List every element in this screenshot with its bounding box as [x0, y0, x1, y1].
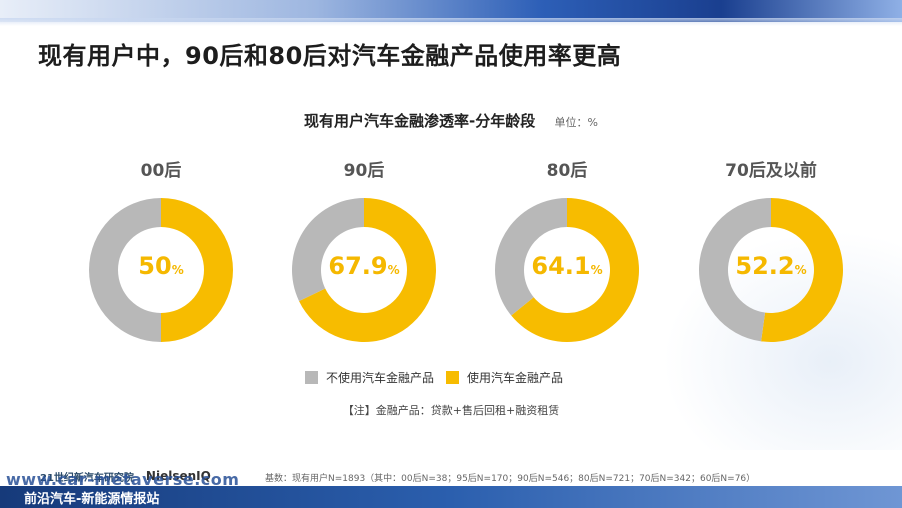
footnote: 【注】金融产品：贷款+售后回租+融资租赁: [342, 404, 560, 417]
age-label-80: 80后: [546, 161, 588, 181]
base-note: 基数：现有用户N=1893（其中：00后N=38；95后N=170；90后N=5…: [265, 474, 756, 484]
bottom-decor-band: [0, 486, 902, 508]
legend-label-not-used: 不使用汽车金融产品: [326, 371, 435, 385]
age-label-00: 00后: [140, 161, 182, 181]
slice-used-80: [511, 198, 639, 342]
slice-not-used-80: [494, 198, 567, 316]
watermark-site: 前沿汽车-新能源情报站: [24, 492, 160, 507]
age-label-70: 70后及以前: [725, 161, 817, 181]
slice-used-70: [761, 198, 843, 342]
legend-label-used: 使用汽车金融产品: [467, 371, 564, 385]
slice-not-used-00: [89, 198, 161, 342]
age-label-90: 90后: [343, 161, 385, 181]
value-label-00: 50%: [138, 252, 184, 280]
chart-title-text: 现有用户汽车金融渗透率-分年龄段: [304, 112, 536, 130]
slice-used-00: [161, 198, 233, 342]
value-label-80: 64.1%: [531, 252, 603, 280]
chart-title: 现有用户汽车金融渗透率-分年龄段 单位：%: [0, 110, 902, 131]
legend-item-used: 使用汽车金融产品: [446, 369, 563, 386]
logo-area: 21世纪新汽车研究院 NielsenIQ: [10, 462, 211, 490]
slide-title: 现有用户中，90后和80后对汽车金融产品使用率更高: [38, 42, 622, 70]
unit-label: 单位：%: [554, 116, 598, 129]
value-label-90: 67.9%: [328, 252, 400, 280]
top-decor-band: [0, 0, 902, 26]
legend-swatch-grey: [305, 371, 318, 384]
value-label-70: 52.2%: [735, 252, 807, 280]
slice-used-90: [299, 198, 437, 342]
legend-swatch-yellow: [446, 371, 460, 384]
slice-not-used-90: [292, 198, 364, 302]
institute-logo: 21世纪新汽车研究院: [40, 472, 134, 484]
legend-item-not-used: 不使用汽车金融产品: [305, 369, 434, 386]
legend: 不使用汽车金融产品 使用汽车金融产品: [305, 369, 575, 386]
watermark-url: www.car-metaverse.com: [6, 470, 240, 489]
nielsen-logo: NielsenIQ: [145, 469, 211, 483]
slice-not-used-70: [698, 198, 771, 342]
